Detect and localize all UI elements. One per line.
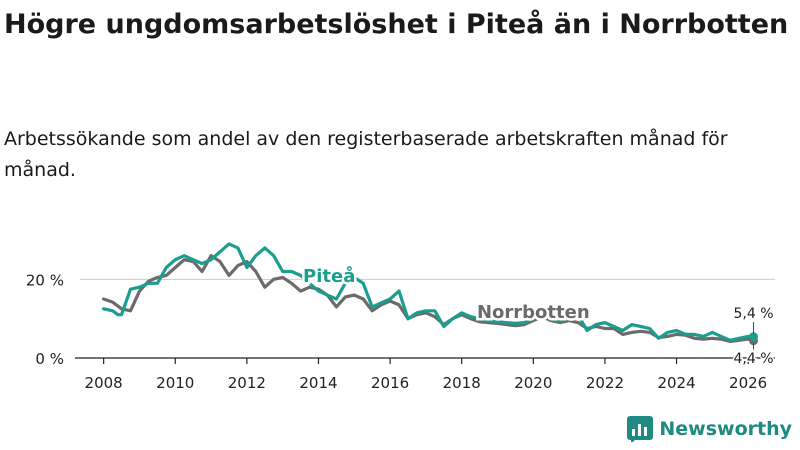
x-tick-label: 2012 [228, 374, 266, 392]
series-line-piteå [102, 242, 756, 342]
x-tick-label: 2022 [586, 374, 624, 392]
y-tick-label: 0 % [35, 350, 64, 368]
x-tick-label: 2020 [514, 374, 552, 392]
x-tick-label: 2026 [729, 374, 767, 392]
x-tick-label: 2016 [371, 374, 409, 392]
x-tick-label: 2014 [299, 374, 337, 392]
x-tick-label: 2018 [443, 374, 481, 392]
x-tick-label: 2008 [85, 374, 123, 392]
series-label-piteå: Piteå [303, 265, 355, 287]
series-label-norrbotten: Norrbotten [477, 302, 590, 323]
chart-title: Högre ungdomsarbetslöshet i Piteå än i N… [4, 9, 789, 40]
series-line-norrbotten [102, 254, 756, 344]
bar-chart-logo-icon [627, 416, 654, 442]
y-tick-label: 20 % [26, 271, 64, 289]
x-tick-label: 2024 [657, 374, 695, 392]
x-tick-label: 2010 [156, 374, 194, 392]
end-label-pitea: 5,4 % [734, 306, 774, 322]
brand: Newsworthy [627, 416, 792, 442]
chart-subtitle: Arbetssökande som andel av den registerb… [4, 128, 728, 181]
end-marker-piteå [749, 332, 759, 342]
brand-name: Newsworthy [659, 418, 792, 440]
end-label-norrbotten: 4,4 % [734, 351, 774, 367]
